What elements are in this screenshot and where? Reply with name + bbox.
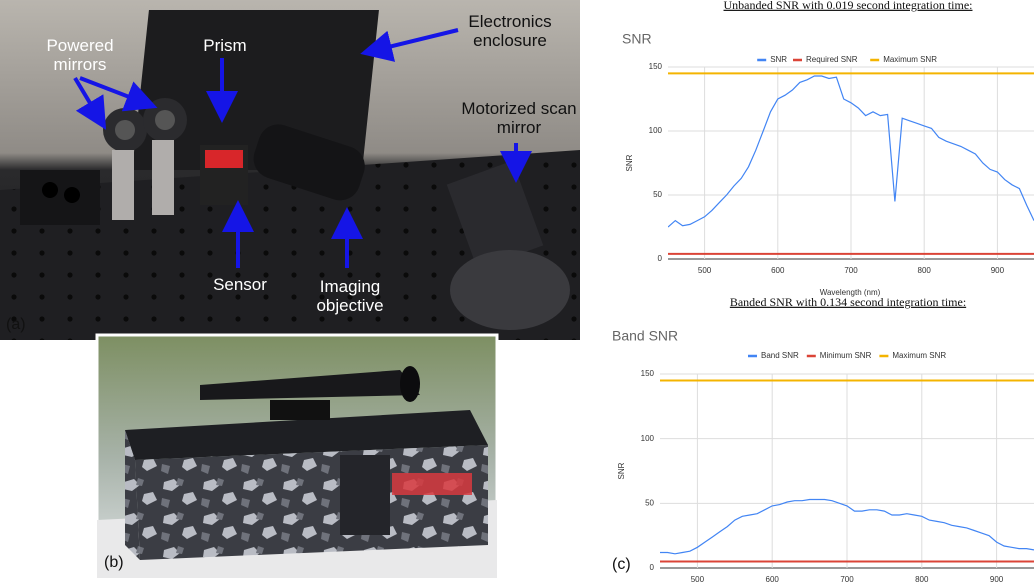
legend-label: Maximum SNR (892, 351, 946, 360)
chart-title: Band SNR (612, 328, 678, 344)
x-tick-label: 800 (918, 266, 932, 275)
y-tick-label: 50 (645, 498, 654, 507)
x-tick-label: 500 (691, 575, 705, 582)
y-tick-label: 0 (658, 254, 663, 263)
y-tick-label: 0 (650, 563, 655, 572)
annotation: Powered mirrors (30, 36, 130, 74)
legend-label: Required SNR (806, 55, 858, 64)
legend-label: SNR (770, 55, 787, 64)
legend-label: Band SNR (761, 351, 799, 360)
caption: Banded SNR with 0.134 second integration… (730, 295, 966, 309)
y-tick-label: 150 (649, 62, 663, 71)
x-tick-label: 700 (844, 266, 858, 275)
annotation: Imaging objective (305, 277, 395, 315)
panel-label: (b) (104, 554, 124, 572)
chart-title: SNR (622, 31, 652, 47)
y-tick-label: 100 (641, 434, 655, 443)
annotation: Prism (190, 36, 260, 55)
legend-label: Minimum SNR (820, 351, 872, 360)
x-tick-label: 700 (840, 575, 854, 582)
annotation: Motorized scan mirror (460, 99, 578, 137)
x-tick-label: 600 (771, 266, 785, 275)
y-axis-label: SNR (617, 462, 626, 479)
x-tick-label: 600 (766, 575, 780, 582)
legend-label: Maximum SNR (883, 55, 937, 64)
panel-label: (c) (612, 556, 631, 574)
annotation: Electronics enclosure (455, 12, 565, 50)
x-tick-label: 500 (698, 266, 712, 275)
y-tick-label: 50 (653, 190, 662, 199)
y-axis-label: SNR (625, 154, 634, 171)
x-tick-label: 900 (990, 575, 1004, 582)
x-tick-label: 900 (991, 266, 1005, 275)
panel-label: (a) (6, 316, 26, 334)
caption: Unbanded SNR with 0.019 second integrati… (724, 0, 973, 12)
x-tick-label: 800 (915, 575, 929, 582)
figure-canvas: Unbanded SNR with 0.019 second integrati… (0, 0, 1034, 582)
y-tick-label: 100 (649, 126, 663, 135)
photo-b (97, 335, 497, 578)
y-tick-label: 150 (641, 369, 655, 378)
figure: Unbanded SNR with 0.019 second integrati… (0, 0, 1034, 582)
annotation: Sensor (200, 275, 280, 294)
